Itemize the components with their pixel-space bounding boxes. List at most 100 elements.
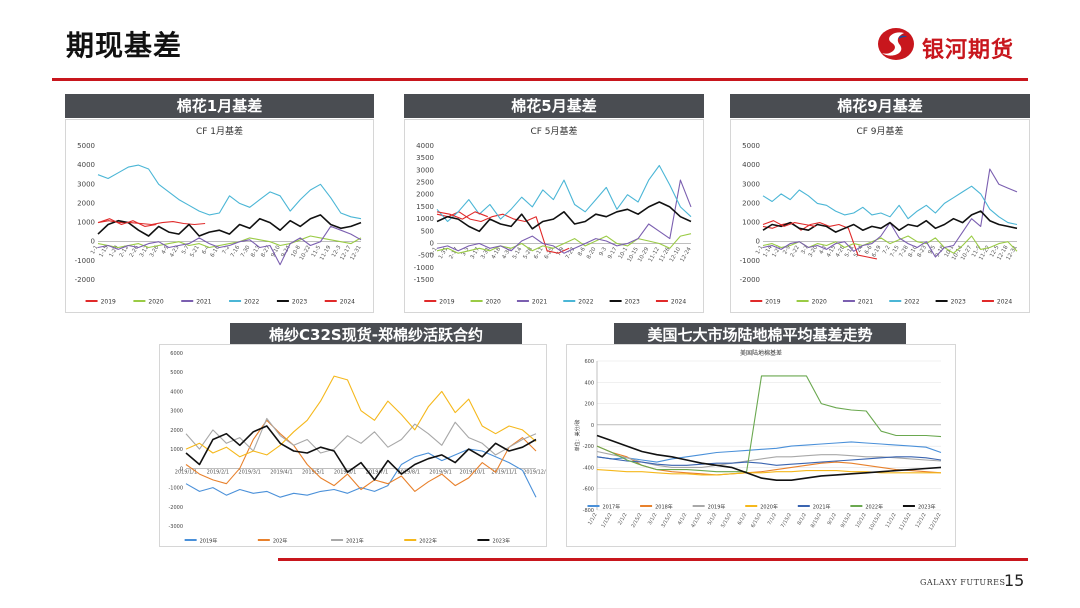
legend-label: 2022年 [865, 504, 883, 511]
series-line [762, 185, 1018, 226]
series-line [185, 419, 537, 492]
y-tick-label: 200 [584, 402, 594, 408]
page-number: 15 [1004, 571, 1025, 590]
legend-label: 2021年 [346, 538, 364, 545]
x-tick-label: 4/15/2 [690, 512, 703, 529]
series-line [762, 220, 816, 227]
chart-cf1-basis: CF 1月基差 5000 4000 3000 2000 1000 0 -1000 -2000 1-… [65, 119, 374, 313]
y-tick-label: 0 [756, 238, 760, 246]
x-tick-label: 11-5 [311, 244, 323, 258]
x-tick-label: 7-2 [882, 245, 892, 256]
x-tick-label: 5-21 [189, 245, 200, 259]
x-tick-label: 2019/6/1 [334, 469, 356, 475]
x-tick-label: 5/1/2 [707, 512, 719, 526]
brand-logo: 银河期货 [876, 26, 1026, 66]
y-tick-label: 5000 [77, 142, 95, 150]
y-tick-label: -2000 [740, 276, 760, 284]
y-tick-label: 2000 [77, 199, 95, 207]
x-tick-label: 6/15/2 [750, 512, 763, 529]
x-tick-label: 2019/8/1 [397, 469, 419, 475]
series-line [436, 211, 570, 254]
legend-label: 2020 [486, 299, 501, 306]
x-tick-label: 7/15/2 [780, 512, 793, 529]
legend-label: 2024 [997, 299, 1012, 306]
x-tick-label: 2/15/2 [630, 512, 643, 529]
legend-label: 2022 [578, 299, 593, 306]
x-tick-label: 11-9 [971, 244, 983, 258]
chart-title: CF 5月基差 [530, 125, 577, 137]
x-tick-label: 2019/10/1 [460, 469, 486, 475]
y-axis-label: 单位：美分/磅 [574, 420, 581, 452]
y-tick-label: -1000 [75, 257, 95, 265]
chart-yarn-basis: 6000 5000 4000 3000 2000 1000 0 -1000 -2000 -3000… [159, 344, 547, 547]
x-tick-label: 1-29 [109, 244, 121, 258]
y-tick-label: -3000 [168, 524, 183, 530]
x-tick-label: 9-5 [927, 244, 937, 255]
x-tick-label: 9/15/2 [840, 512, 853, 529]
y-tick-label: 1000 [742, 219, 760, 227]
x-tick-label: 11/15/2 [898, 512, 913, 532]
y-tick-label: 3000 [77, 180, 95, 188]
series-line [185, 448, 537, 498]
legend-label: 2020 [812, 299, 827, 306]
y-tick-label: 600 [584, 359, 594, 365]
x-tick-label: 2019/3/1 [238, 469, 260, 475]
series-line [596, 375, 942, 473]
legend-label: 2022 [244, 299, 259, 306]
series-line [596, 456, 942, 466]
x-tick-label: 6-6 [864, 244, 874, 255]
y-tick-label: 4000 [170, 389, 183, 395]
x-tick-label: 5-24 [853, 244, 865, 258]
y-tick-label: 6000 [170, 351, 183, 357]
x-tick-label: 5-11 [844, 245, 855, 259]
series-line [762, 210, 1018, 233]
x-tick-label: 5-28 [523, 246, 535, 260]
y-tick-label: -1500 [414, 276, 434, 284]
x-tick-label: 8-27 [260, 244, 272, 258]
series-line [762, 222, 878, 260]
x-tick-label: 7-2 [222, 245, 232, 256]
chart-header-us: 美国七大市场陆地棉平均基差走势 [614, 323, 906, 347]
x-tick-label: 8-23 [917, 244, 929, 258]
x-tick-label: 2-17 [448, 246, 460, 260]
x-tick-label: 2019/12/1 [523, 469, 546, 475]
y-tick-label: -2000 [168, 505, 183, 511]
x-tick-label: 4-16 [491, 246, 503, 260]
x-tick-label: 3-31 [480, 246, 491, 260]
y-tick-label: -1000 [740, 257, 760, 265]
chart-svg: 6000 5000 4000 3000 2000 1000 0 -1000 -2000 -3000… [168, 351, 546, 545]
page-title: 期现基差 [66, 29, 183, 62]
x-tick-label: 4/1/2 [677, 512, 689, 526]
x-tick-label: 2-22 [790, 245, 801, 259]
x-tick-label: 10-8 [291, 244, 303, 258]
x-tick-label: 1-27 [771, 244, 783, 258]
chart-svg: CF 9月基差 5000 4000 3000 2000 1000 0 -1000 -2000 1-… [740, 125, 1019, 306]
legend-label: 2021年 [813, 504, 831, 511]
x-tick-label: 9-17 [607, 246, 619, 260]
y-tick-label: 4000 [416, 142, 434, 150]
y-tick-label: -1000 [414, 264, 434, 272]
x-tick-label: 6-4 [201, 244, 211, 255]
x-tick-label: 8-10 [908, 244, 920, 258]
legend-label: 2023 [951, 299, 966, 306]
series-line [596, 434, 942, 481]
x-tick-label: 3-26 [149, 244, 161, 258]
x-tick-label: 1-1 [429, 246, 439, 257]
y-tick-label: 0 [180, 466, 183, 472]
x-tick-label: 3/15/2 [660, 512, 673, 529]
legend-label: 2021 [532, 299, 547, 306]
y-tick-label: 1500 [416, 203, 434, 211]
x-tick-label: 4-28 [835, 244, 847, 258]
y-tick-label: 4000 [742, 161, 760, 169]
y-tick-label: 3000 [742, 180, 760, 188]
series-line [436, 211, 488, 220]
brand-name: 银河期货 [922, 38, 1015, 63]
x-tick-label: 12/15/2 [928, 512, 943, 532]
series-line [596, 469, 941, 476]
x-tick-label: 12-3 [331, 244, 343, 258]
x-tick-label: 1-1 [90, 245, 100, 256]
series-line [185, 375, 537, 458]
legend-label: 2018年 [655, 504, 673, 511]
legend-label: 2021 [858, 299, 873, 306]
